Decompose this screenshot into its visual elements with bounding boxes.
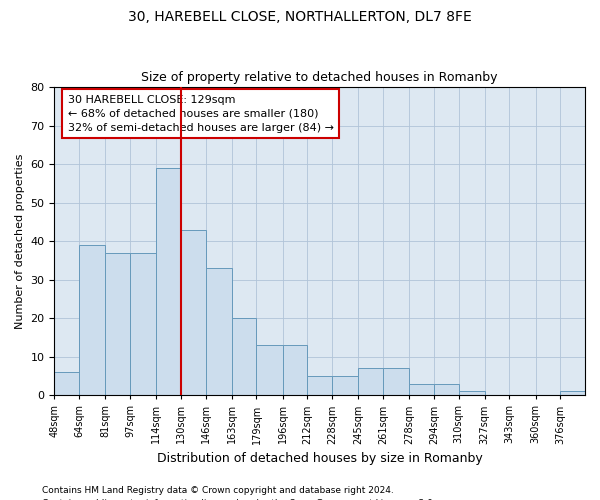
Text: 30, HAREBELL CLOSE, NORTHALLERTON, DL7 8FE: 30, HAREBELL CLOSE, NORTHALLERTON, DL7 8… <box>128 10 472 24</box>
Bar <box>560 392 585 396</box>
Text: 30 HAREBELL CLOSE: 129sqm
← 68% of detached houses are smaller (180)
32% of semi: 30 HAREBELL CLOSE: 129sqm ← 68% of detac… <box>68 95 334 133</box>
Bar <box>206 268 232 396</box>
Bar <box>232 318 256 396</box>
Bar <box>156 168 181 396</box>
Bar <box>130 252 156 396</box>
Bar <box>458 392 485 396</box>
Bar <box>383 368 409 396</box>
Bar <box>106 252 130 396</box>
Bar <box>181 230 206 396</box>
Bar <box>55 372 79 396</box>
Y-axis label: Number of detached properties: Number of detached properties <box>15 154 25 329</box>
Bar <box>409 384 434 396</box>
Bar <box>256 345 283 396</box>
Bar <box>358 368 383 396</box>
X-axis label: Distribution of detached houses by size in Romanby: Distribution of detached houses by size … <box>157 452 482 465</box>
Text: Contains HM Land Registry data © Crown copyright and database right 2024.: Contains HM Land Registry data © Crown c… <box>42 486 394 495</box>
Bar <box>283 345 307 396</box>
Title: Size of property relative to detached houses in Romanby: Size of property relative to detached ho… <box>142 72 498 85</box>
Bar <box>79 245 106 396</box>
Bar <box>332 376 358 396</box>
Bar <box>307 376 332 396</box>
Text: Contains public sector information licensed under the Open Government Licence v3: Contains public sector information licen… <box>42 498 436 500</box>
Bar <box>434 384 458 396</box>
